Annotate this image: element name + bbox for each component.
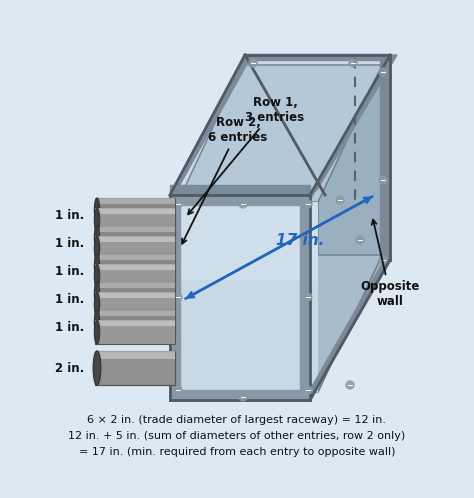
Polygon shape xyxy=(310,55,397,195)
Circle shape xyxy=(174,386,182,394)
Circle shape xyxy=(379,68,387,76)
Bar xyxy=(95,254,175,260)
Circle shape xyxy=(356,236,364,244)
Text: 17 in.: 17 in. xyxy=(276,233,324,248)
Bar xyxy=(95,282,175,306)
Polygon shape xyxy=(170,390,310,400)
Bar xyxy=(95,351,175,359)
Ellipse shape xyxy=(94,282,100,306)
Text: Row 2,
6 entries: Row 2, 6 entries xyxy=(182,116,268,244)
Circle shape xyxy=(239,393,247,401)
Bar xyxy=(95,351,175,385)
Ellipse shape xyxy=(94,310,100,334)
Circle shape xyxy=(349,59,357,67)
Bar xyxy=(95,226,175,232)
Text: 12 in. + 5 in. (sum of diameters of other entries, row 2 only): 12 in. + 5 in. (sum of diameters of othe… xyxy=(68,431,406,441)
Polygon shape xyxy=(170,195,180,400)
Bar xyxy=(95,198,175,222)
Bar xyxy=(95,320,175,326)
Bar xyxy=(95,208,175,214)
Circle shape xyxy=(304,386,312,394)
Circle shape xyxy=(336,196,344,204)
Text: Opposite
wall: Opposite wall xyxy=(360,220,419,308)
Polygon shape xyxy=(178,255,382,392)
Bar xyxy=(95,208,175,232)
Circle shape xyxy=(304,200,312,208)
Polygon shape xyxy=(310,55,390,200)
Polygon shape xyxy=(245,55,390,60)
Ellipse shape xyxy=(94,264,100,288)
Polygon shape xyxy=(170,195,310,205)
Polygon shape xyxy=(300,195,310,400)
Ellipse shape xyxy=(94,292,100,316)
Circle shape xyxy=(379,176,387,184)
Text: Row 1,
3 entries: Row 1, 3 entries xyxy=(188,96,305,214)
Text: = 17 in. (min. required from each entry to opposite wall): = 17 in. (min. required from each entry … xyxy=(79,447,395,457)
Text: 1 in.: 1 in. xyxy=(55,292,84,305)
Polygon shape xyxy=(170,55,252,195)
Polygon shape xyxy=(170,185,310,195)
Polygon shape xyxy=(170,55,390,195)
Bar xyxy=(95,310,175,316)
Ellipse shape xyxy=(94,236,100,260)
Polygon shape xyxy=(170,195,310,400)
Polygon shape xyxy=(310,55,390,400)
Circle shape xyxy=(174,293,182,301)
Ellipse shape xyxy=(94,320,100,344)
Text: 1 in.: 1 in. xyxy=(55,264,84,277)
Text: 1 in.: 1 in. xyxy=(55,321,84,334)
Polygon shape xyxy=(178,202,318,280)
Ellipse shape xyxy=(94,208,100,232)
Polygon shape xyxy=(318,65,382,392)
Ellipse shape xyxy=(94,254,100,278)
Ellipse shape xyxy=(93,351,101,385)
Bar xyxy=(95,236,175,242)
Polygon shape xyxy=(178,202,318,392)
Polygon shape xyxy=(200,90,370,165)
Bar xyxy=(95,254,175,278)
Circle shape xyxy=(239,200,247,208)
Ellipse shape xyxy=(94,226,100,250)
Circle shape xyxy=(304,293,312,301)
Bar xyxy=(95,292,175,298)
Text: 1 in.: 1 in. xyxy=(55,209,84,222)
Text: 2 in.: 2 in. xyxy=(55,362,84,374)
Text: 1 in.: 1 in. xyxy=(55,237,84,249)
Circle shape xyxy=(379,256,387,264)
Ellipse shape xyxy=(94,198,100,222)
Polygon shape xyxy=(178,65,382,202)
Circle shape xyxy=(174,200,182,208)
Bar xyxy=(95,282,175,288)
Circle shape xyxy=(346,381,354,389)
Polygon shape xyxy=(380,55,390,260)
Bar xyxy=(95,198,175,204)
Bar xyxy=(95,310,175,334)
Bar xyxy=(95,292,175,316)
Bar xyxy=(95,236,175,260)
Polygon shape xyxy=(310,250,390,400)
Bar xyxy=(95,226,175,250)
Bar xyxy=(95,264,175,288)
Bar xyxy=(95,264,175,270)
Bar xyxy=(95,320,175,344)
Text: 6 × 2 in. (trade diameter of largest raceway) = 12 in.: 6 × 2 in. (trade diameter of largest rac… xyxy=(88,415,386,425)
Circle shape xyxy=(249,59,257,67)
